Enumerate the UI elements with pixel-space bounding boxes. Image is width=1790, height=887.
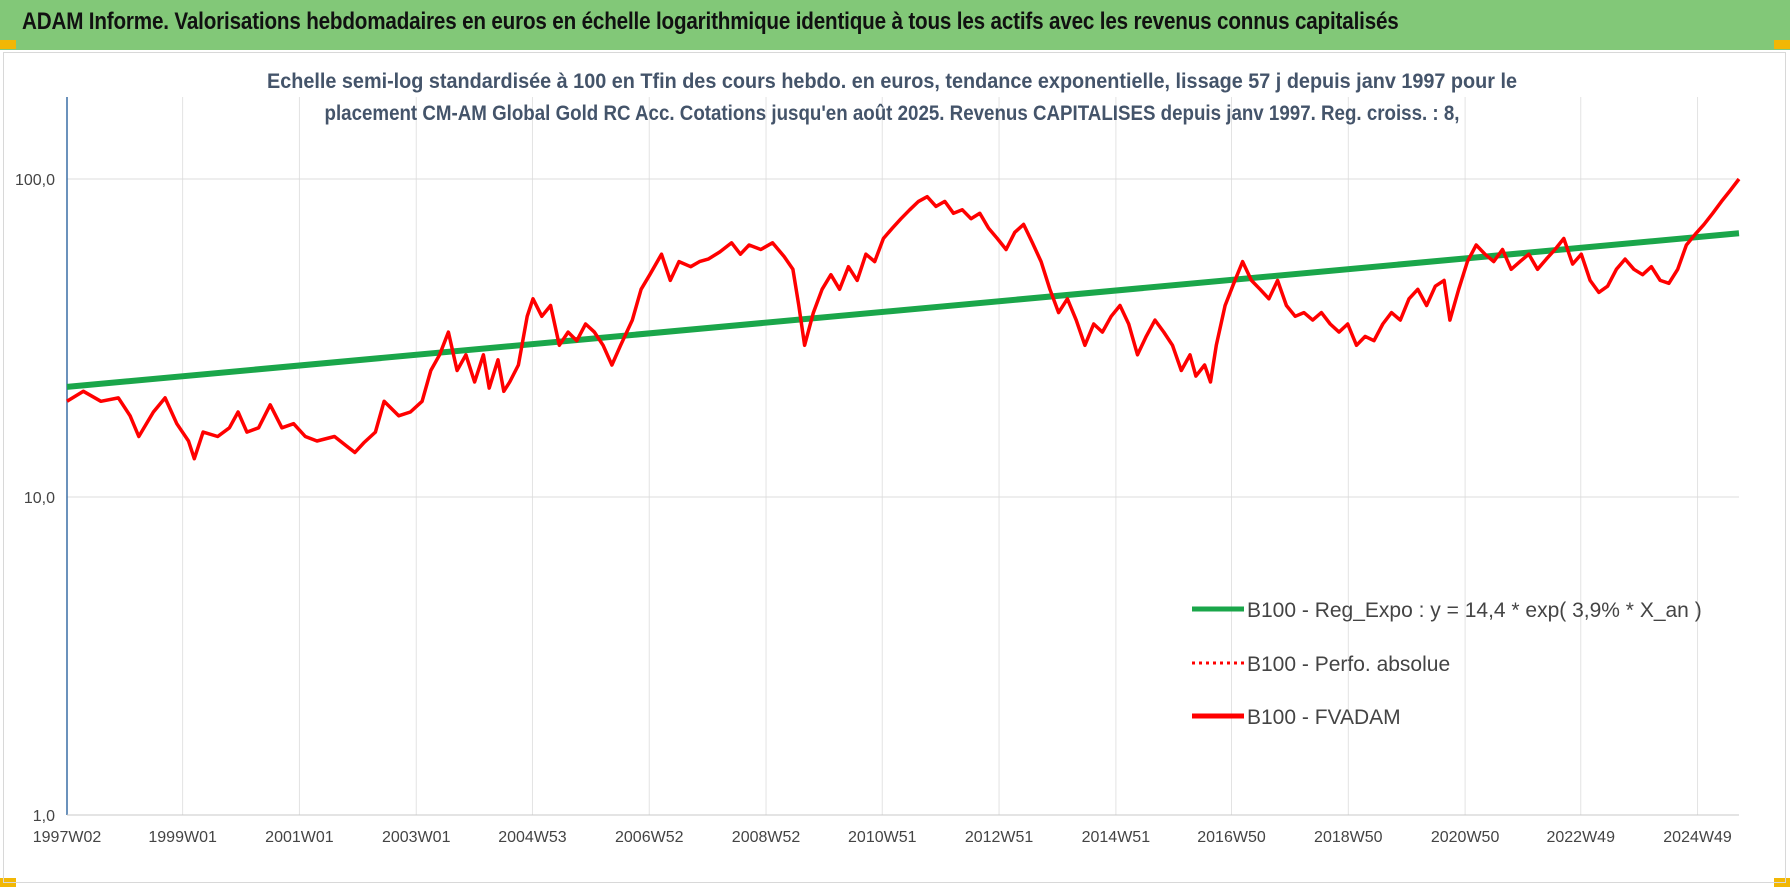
- x-tick-label: 2003W01: [382, 829, 451, 846]
- series-reg-expo-line: [66, 230, 1740, 390]
- chart-title-line-1: Echelle semi-log standardisée à 100 en T…: [267, 70, 1517, 93]
- chart: 1,0 10,0 100,0 1997W02 1999W01 2001W01 2003W0…: [15, 70, 1741, 846]
- page-title: ADAM Informe. Valorisations hebdomadaire…: [22, 8, 1399, 35]
- x-tick-label: 2014W51: [1082, 829, 1151, 846]
- chart-title-line-2: placement CM-AM Global Gold RC Acc. Cota…: [325, 102, 1460, 125]
- grid-lines: [66, 97, 1739, 816]
- x-tick-label: 2012W51: [965, 829, 1034, 846]
- corner-marker-top-left: [0, 40, 16, 49]
- x-tick-label: 2024W49: [1663, 829, 1732, 846]
- y-tick-label: 100,0: [15, 172, 55, 189]
- x-tick-label: 1999W01: [148, 829, 217, 846]
- x-tick-label: 2006W52: [615, 829, 684, 846]
- x-tick-label: 2001W01: [265, 829, 334, 846]
- legend-label-2: B100 - Perfo. absolue: [1247, 653, 1450, 676]
- x-tick-label: 1997W02: [33, 829, 102, 846]
- y-tick-label: 1,0: [33, 808, 55, 825]
- series-layer: [66, 177, 1741, 461]
- x-tick-label: 2020W50: [1431, 829, 1500, 846]
- header-bar: ADAM Informe. Valorisations hebdomadaire…: [0, 0, 1790, 50]
- legend-label-3: B100 - FVADAM: [1247, 706, 1401, 729]
- legend: B100 - Reg_Expo : y = 14,4 * exp( 3,9% *…: [1192, 599, 1702, 729]
- x-axis-ticks: 1997W02 1999W01 2001W01 2003W01 2004W53 2006W…: [33, 814, 1739, 846]
- y-axis-ticks: 1,0 10,0 100,0: [15, 172, 55, 825]
- x-tick-label: 2004W53: [498, 829, 567, 846]
- corner-marker-top-right: [1774, 40, 1790, 49]
- x-tick-label: 2010W51: [848, 829, 917, 846]
- x-tick-label: 2018W50: [1314, 829, 1383, 846]
- x-tick-label: 2022W49: [1546, 829, 1615, 846]
- series-fvadam-line: [66, 177, 1741, 461]
- legend-label-1: B100 - Reg_Expo : y = 14,4 * exp( 3,9% *…: [1247, 599, 1702, 622]
- x-tick-label: 2016W50: [1197, 829, 1266, 846]
- chart-area: 1,0 10,0 100,0 1997W02 1999W01 2001W01 2003W0…: [3, 52, 1786, 883]
- x-tick-label: 2008W52: [732, 829, 801, 846]
- y-tick-label: 10,0: [24, 490, 55, 507]
